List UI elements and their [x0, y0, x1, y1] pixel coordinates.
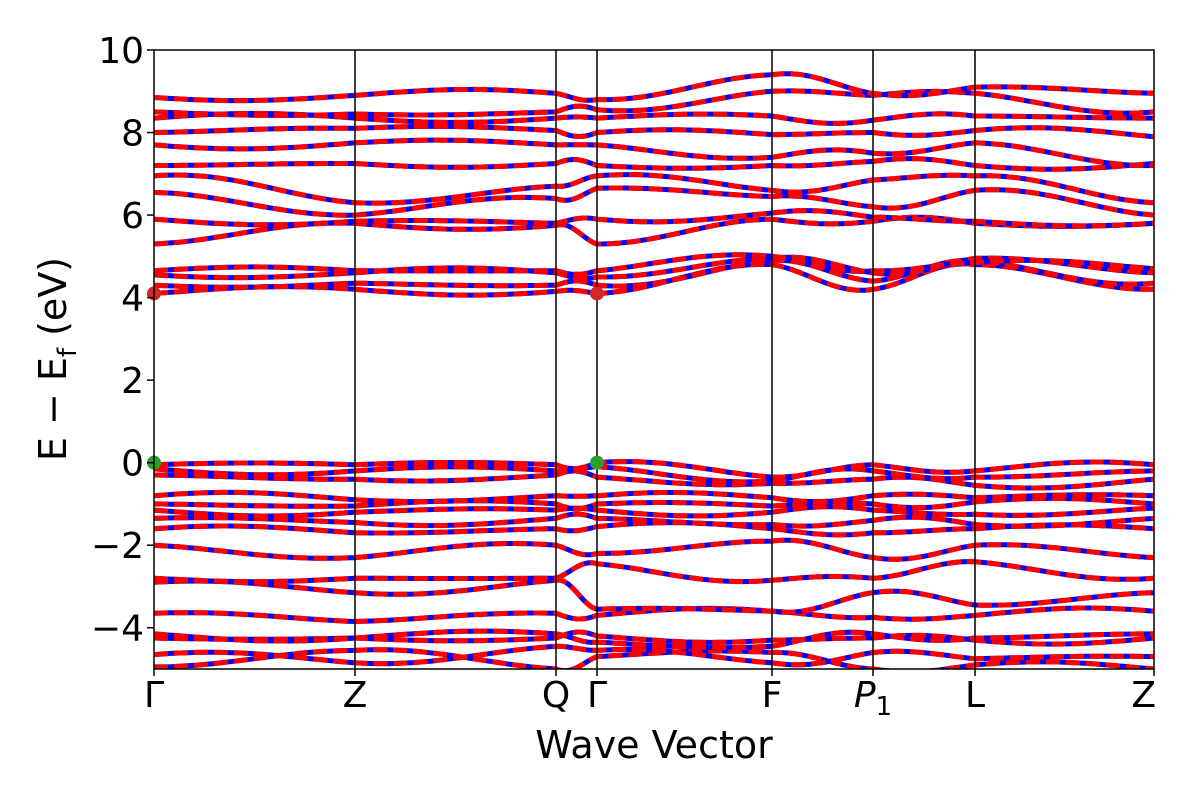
y-tick-label: −2 [91, 526, 144, 567]
band-line-red [154, 643, 1154, 668]
band-14 [154, 468, 1154, 491]
band-22 [154, 208, 1154, 229]
band-edge-markers [147, 286, 604, 470]
band-line-red [154, 647, 1154, 669]
band-line-red [154, 172, 1154, 206]
band-26 [154, 137, 1154, 169]
band-line-red [154, 559, 1154, 585]
x-tick-label: Q [542, 675, 570, 716]
y-axis: −4 −2 0 2 4 6 8 10 [91, 31, 154, 650]
band-30 [154, 71, 1154, 104]
y-tick-label: 6 [121, 196, 144, 237]
band-4 [154, 628, 1154, 651]
band-line-red [154, 504, 1154, 519]
y-tick-label: 0 [121, 444, 144, 485]
y-tick-label: 4 [121, 279, 144, 320]
band-23 [154, 185, 1154, 218]
y-tick-label: −4 [91, 609, 144, 650]
x-tick-label: Γ [587, 675, 607, 716]
plot-frame [153, 49, 1155, 670]
band-20 [154, 252, 1154, 277]
band-line-red [154, 628, 1154, 651]
y-axis-title-unit: (eV) [31, 257, 75, 348]
band-line-red [154, 577, 1154, 615]
band-line-red [154, 123, 1154, 140]
band-16 [154, 459, 1154, 480]
band-7 [154, 559, 1154, 585]
y-axis-title-main: E − E [31, 357, 75, 461]
x-tick-label: Z [1131, 675, 1156, 716]
x-tick-label: L [965, 675, 985, 716]
x-axis-title: Wave Vector [535, 723, 773, 767]
band-line-red [154, 110, 1154, 126]
band-line-red [154, 489, 1154, 505]
x-tick-label: Γ [144, 675, 164, 716]
band-line-red [154, 156, 1154, 172]
band-11 [154, 504, 1154, 519]
band-line-red [154, 464, 1154, 485]
y-tick-label: 10 [98, 31, 144, 72]
band-25 [154, 156, 1154, 172]
x-tick-label: F [762, 675, 783, 716]
band-27 [154, 123, 1154, 140]
band-line-red [154, 468, 1154, 491]
x-axis: Γ Z Q Γ F P1 L Z [144, 669, 1156, 722]
band-line-red [154, 459, 1154, 480]
y-tick-label: 2 [121, 361, 144, 402]
y-axis-title-sub: f [53, 347, 83, 357]
band-28 [154, 110, 1154, 126]
band-line-red [154, 71, 1154, 104]
band-line-red [154, 252, 1154, 277]
band-8 [154, 537, 1154, 562]
band-edge-marker [590, 286, 604, 301]
band-2 [154, 643, 1154, 668]
band-line-red [154, 511, 1154, 529]
band-line-red [154, 537, 1154, 562]
bands-layer [154, 71, 1154, 669]
band-line-red [154, 495, 1154, 512]
band-15 [154, 464, 1154, 485]
x-tick-label: P1 [854, 675, 892, 722]
band-24 [154, 172, 1154, 206]
y-tick-label: 8 [121, 114, 144, 155]
band-line-red [154, 137, 1154, 169]
kpoint-lines [354, 50, 976, 669]
band-6 [154, 577, 1154, 615]
band-line-red [154, 208, 1154, 229]
band-line-red [154, 185, 1154, 218]
band-edge-marker [590, 455, 604, 470]
x-tick-label: Z [343, 675, 368, 716]
band-10 [154, 511, 1154, 529]
y-axis-title: E − Ef (eV) [31, 257, 83, 461]
band-12 [154, 495, 1154, 512]
band-13 [154, 489, 1154, 505]
